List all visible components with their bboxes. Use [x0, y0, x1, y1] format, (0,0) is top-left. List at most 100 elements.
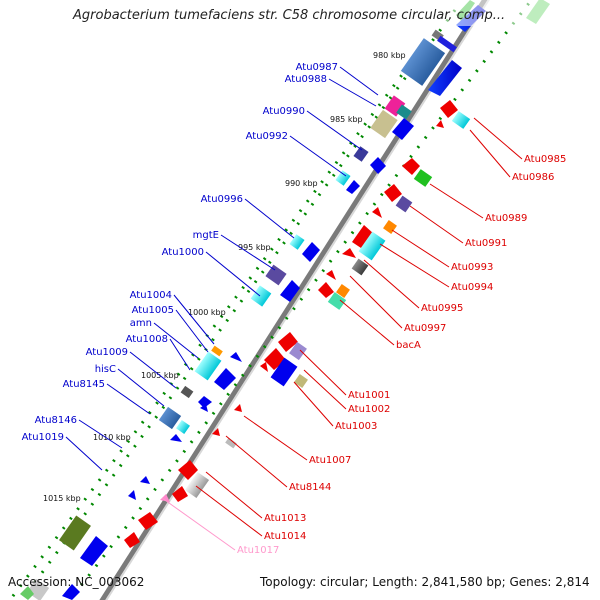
gene-glyph-cyan[interactable]	[335, 170, 351, 186]
gene-glyph-red-small[interactable]	[212, 428, 220, 436]
gene-label-atu0991[interactable]: Atu0991	[465, 238, 507, 249]
gene-glyph-red[interactable]	[138, 512, 158, 530]
gene-label-atu0988[interactable]: Atu0988	[285, 74, 327, 85]
gene-label-atu8146[interactable]: Atu8146	[35, 415, 77, 426]
gene-glyph-blue-large[interactable]	[400, 38, 446, 86]
leader-line-atu0997	[349, 275, 403, 329]
gene-glyph-pink[interactable]	[160, 494, 170, 502]
gene-label-atu1007[interactable]: Atu1007	[309, 455, 351, 466]
gene-glyph-blue[interactable]	[158, 406, 182, 430]
gene-label-atu8144[interactable]: Atu8144	[289, 482, 331, 493]
gene-glyph-olive[interactable]	[294, 374, 308, 388]
gene-label-hisc[interactable]: hisC	[95, 364, 116, 375]
gene-glyph-teal[interactable]	[396, 104, 412, 120]
gene-glyph-blue[interactable]	[428, 60, 462, 96]
gene-label-atu1019[interactable]: Atu1019	[22, 432, 64, 443]
gene-glyph-blue[interactable]	[140, 476, 150, 484]
gene-glyph-blue[interactable]	[198, 396, 212, 408]
gene-label-atu1014[interactable]: Atu1014	[264, 531, 306, 542]
gene-label-amn[interactable]: amn	[130, 318, 152, 329]
gene-glyph-blue[interactable]	[80, 536, 108, 566]
gene-label-atu0990[interactable]: Atu0990	[263, 106, 305, 117]
gene-glyph-magenta[interactable]	[384, 95, 406, 117]
gene-label-atu1000[interactable]: Atu1000	[162, 247, 204, 258]
gene-glyph-cyan-large[interactable]	[358, 231, 386, 261]
gene-glyph-red[interactable]	[342, 248, 356, 258]
gene-glyph-gray[interactable]	[225, 437, 237, 449]
gene-glyph-purple[interactable]	[395, 195, 413, 213]
gene-glyph-blue[interactable]	[392, 118, 414, 140]
gene-glyph-blue[interactable]	[214, 368, 236, 390]
leader-line-atu1001	[299, 349, 347, 396]
gene-glyph-cyan-large[interactable]	[194, 351, 222, 381]
gene-label-mgte[interactable]: mgtE	[193, 230, 219, 241]
gene-label-atu0994[interactable]: Atu0994	[451, 282, 493, 293]
leader-line-hisc	[117, 368, 165, 407]
gene-label-atu1003[interactable]: Atu1003	[335, 421, 377, 432]
gene-label-atu1008[interactable]: Atu1008	[126, 334, 168, 345]
gene-label-atu0995[interactable]: Atu0995	[421, 303, 463, 314]
gene-glyph-navy[interactable]	[353, 146, 369, 162]
gene-glyph-gray-large[interactable]	[184, 471, 210, 499]
gene-glyph-red[interactable]	[352, 225, 374, 250]
gene-label-atu0992[interactable]: Atu0992	[246, 131, 288, 142]
gene-glyph-gray[interactable]	[26, 578, 50, 600]
gene-label-atu1013[interactable]: Atu1013	[264, 513, 306, 524]
gene-glyph-blue[interactable]	[230, 352, 242, 362]
gene-glyph-red[interactable]	[278, 332, 298, 352]
gene-glyph-red[interactable]	[172, 486, 188, 502]
gene-label-atu1005[interactable]: Atu1005	[132, 305, 174, 316]
gene-glyph-red[interactable]	[402, 158, 420, 175]
gene-glyph-orange[interactable]	[336, 284, 350, 298]
gene-glyph-red[interactable]	[318, 282, 334, 298]
gene-glyph-blue[interactable]	[170, 434, 182, 442]
gene-label-atu0985[interactable]: Atu0985	[524, 154, 566, 165]
gene-glyph-red-small[interactable]	[234, 404, 242, 412]
gene-glyph-purple[interactable]	[265, 264, 287, 286]
gene-glyph-blue[interactable]	[62, 584, 80, 600]
gene-glyph-blue[interactable]	[280, 280, 300, 302]
gene-glyph-cyan[interactable]	[451, 111, 471, 129]
gene-glyph-red-small[interactable]	[260, 362, 268, 372]
gene-label-atu1002[interactable]: Atu1002	[348, 404, 390, 415]
gene-glyph-blue[interactable]	[128, 490, 136, 500]
gene-glyph-dark[interactable]	[351, 258, 369, 276]
gene-glyph-blue[interactable]	[370, 157, 386, 174]
gene-glyph-red[interactable]	[124, 532, 140, 548]
gene-glyph-olive[interactable]	[370, 109, 398, 139]
gene-glyph-dark[interactable]	[180, 385, 194, 399]
gene-glyph-purple-light[interactable]	[289, 341, 307, 361]
gene-label-atu0987[interactable]: Atu0987	[296, 62, 338, 73]
gene-label-atu1001[interactable]: Atu1001	[348, 390, 390, 401]
gene-label-atu1004[interactable]: Atu1004	[130, 290, 172, 301]
gene-label-atu1017[interactable]: Atu1017	[237, 545, 279, 556]
gene-glyph-blue[interactable]	[200, 404, 208, 412]
gene-glyph-blue-large[interactable]	[270, 357, 298, 387]
gene-glyph-red[interactable]	[372, 207, 382, 218]
gene-glyph-orange[interactable]	[211, 345, 223, 357]
gene-glyph-green[interactable]	[20, 586, 34, 600]
gene-glyph-cyan[interactable]	[327, 292, 347, 310]
gene-glyph-green[interactable]	[413, 169, 433, 187]
gene-label-baca[interactable]: bacA	[396, 340, 421, 351]
gene-glyph-cyan[interactable]	[289, 234, 305, 250]
gene-label-atu0989[interactable]: Atu0989	[485, 213, 527, 224]
gene-glyph-blue[interactable]	[302, 242, 320, 262]
gene-label-atu0996[interactable]: Atu0996	[201, 194, 243, 205]
gene-glyph-olive-large[interactable]	[59, 515, 91, 551]
gene-label-atu0986[interactable]: Atu0986	[512, 172, 554, 183]
gene-glyph-blue[interactable]	[437, 35, 457, 53]
gene-glyph-red-small[interactable]	[436, 120, 444, 128]
gene-glyph-red[interactable]	[440, 100, 458, 118]
gene-glyph-cyan[interactable]	[250, 285, 272, 307]
gene-glyph-red[interactable]	[178, 460, 198, 480]
gene-glyph-blue[interactable]	[346, 180, 360, 194]
gene-glyph-cyan[interactable]	[176, 420, 190, 434]
gene-glyph-red-small[interactable]	[326, 270, 336, 280]
gene-label-atu1009[interactable]: Atu1009	[86, 347, 128, 358]
leader-line-atu0987	[339, 66, 379, 96]
gene-glyph-red[interactable]	[384, 184, 402, 202]
gene-label-atu0997[interactable]: Atu0997	[404, 323, 446, 334]
gene-label-atu0993[interactable]: Atu0993	[451, 262, 493, 273]
gene-label-atu8145[interactable]: Atu8145	[63, 379, 105, 390]
